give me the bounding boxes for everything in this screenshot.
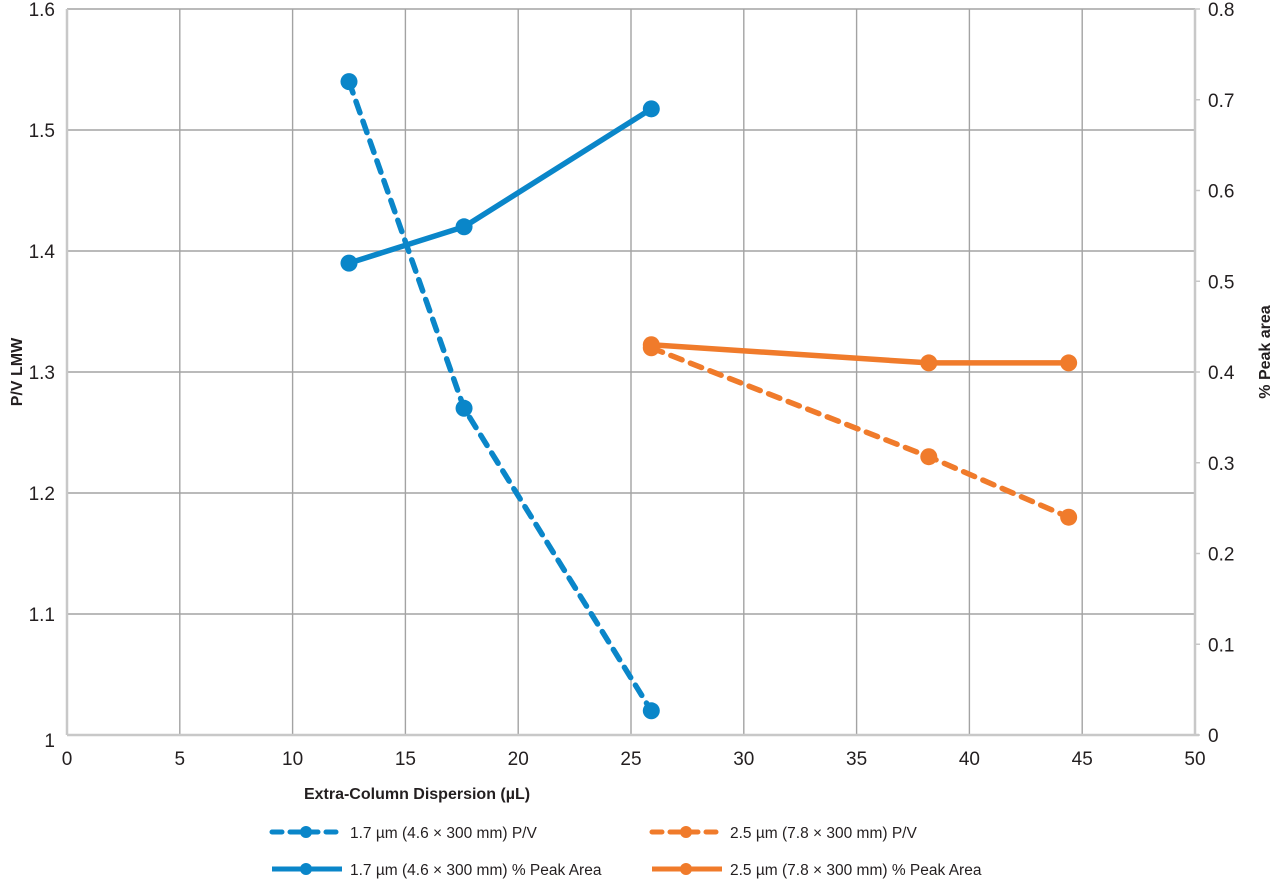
y2-tick-label: 0.3 — [1208, 454, 1234, 475]
x-tick-label: 10 — [282, 749, 303, 770]
y-axis-title: P/V LMW — [9, 337, 26, 406]
data-point — [920, 354, 938, 372]
y-tick-label: 1.3 — [29, 363, 55, 384]
x-tick-label: 20 — [508, 749, 529, 770]
legend-item: 1.7 µm (4.6 × 300 mm) P/V — [269, 825, 537, 842]
data-point — [1060, 354, 1078, 372]
legend-marker-icon — [680, 863, 692, 875]
data-point — [455, 399, 473, 417]
legend-item: 2.5 µm (7.8 × 300 mm) % Peak Area — [652, 862, 982, 879]
legend-item: 1.7 µm (4.6 × 300 mm) % Peak Area — [272, 862, 602, 879]
y-tick-label: 1.5 — [29, 121, 55, 142]
series-line — [651, 342, 1069, 366]
series-pv-blue — [340, 73, 660, 720]
x-tick-label: 30 — [733, 749, 754, 770]
x-tick-label: 15 — [395, 749, 416, 770]
y-tick-label: 1 — [44, 731, 55, 752]
data-point — [642, 702, 660, 720]
y-tick-label: 1.1 — [29, 605, 55, 626]
y-tick-label: 1.2 — [29, 484, 55, 505]
data-point — [1060, 508, 1078, 526]
x-tick-label: 45 — [1072, 749, 1093, 770]
y-tick-label: 1.6 — [29, 0, 55, 21]
data-point — [340, 73, 358, 91]
series-peak-area-blue — [340, 100, 660, 272]
x-tick-label: 35 — [846, 749, 867, 770]
axes — [65, 8, 1200, 737]
data-point — [455, 218, 473, 236]
data-point — [642, 339, 660, 357]
x-tick-label: 25 — [620, 749, 641, 770]
legend-label: 1.7 µm (4.6 × 300 mm) % Peak Area — [350, 862, 602, 879]
x-tick-label: 40 — [959, 749, 980, 770]
x-tick-label: 5 — [175, 749, 186, 770]
y2-tick-label: 0.5 — [1208, 272, 1234, 293]
legend: 1.7 µm (4.6 × 300 mm) P/V 2.5 µm (7.8 × 3… — [269, 825, 982, 879]
legend-marker-icon — [680, 826, 692, 838]
y-tick-labels: 1 1.1 1.2 1.3 1.4 1.5 1.6 — [29, 0, 56, 752]
legend-label: 2.5 µm (7.8 × 300 mm) % Peak Area — [730, 862, 982, 879]
y-tick-label: 1.4 — [29, 242, 56, 263]
y2-tick-label: 0.2 — [1208, 545, 1234, 566]
y2-tick-label: 0.6 — [1208, 182, 1234, 203]
x-tick-label: 0 — [62, 749, 73, 770]
legend-label: 1.7 µm (4.6 × 300 mm) P/V — [350, 825, 537, 842]
y2-tick-label: 0.4 — [1208, 363, 1235, 384]
series-layer — [340, 73, 1078, 720]
data-point — [340, 254, 358, 272]
series-peak-area-orange — [642, 336, 1078, 372]
y2-tick-label: 0.8 — [1208, 0, 1234, 21]
x-tick-labels: 0 5 10 15 20 25 30 35 40 45 50 — [62, 749, 1206, 770]
y2-axis-title: % Peak area — [1257, 305, 1274, 399]
data-point — [920, 448, 938, 466]
y2-tick-label: 0 — [1208, 726, 1219, 747]
x-axis-title: Extra-Column Dispersion (µL) — [304, 786, 530, 803]
legend-item: 2.5 µm (7.8 × 300 mm) P/V — [649, 825, 917, 842]
series-line — [348, 106, 653, 266]
series-line — [648, 345, 1072, 520]
y2-tick-label: 0.1 — [1208, 635, 1234, 656]
x-tick-label: 50 — [1184, 749, 1205, 770]
series-pv-orange — [642, 339, 1078, 526]
legend-marker-icon — [300, 863, 312, 875]
y2-tick-label: 0.7 — [1208, 91, 1234, 112]
data-point — [642, 100, 660, 118]
y2-tick-labels: 0 0.1 0.2 0.3 0.4 0.5 0.6 0.7 0.8 — [1208, 0, 1235, 747]
grid — [67, 8, 1195, 735]
legend-marker-icon — [300, 826, 312, 838]
series-line — [346, 78, 655, 714]
legend-label: 2.5 µm (7.8 × 300 mm) P/V — [730, 825, 917, 842]
